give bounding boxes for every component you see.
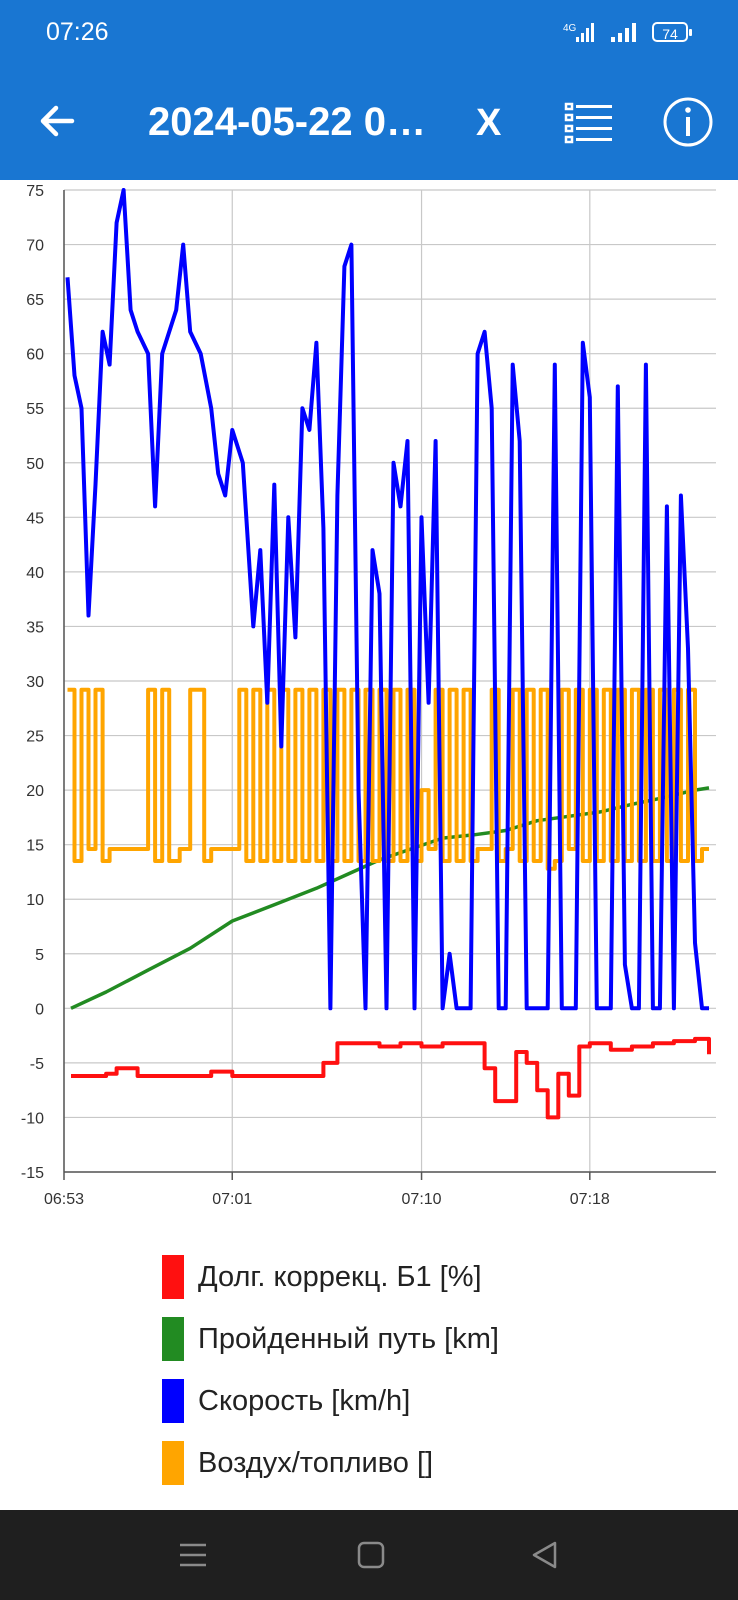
y-tick-label: 50: [26, 456, 44, 473]
y-tick-label: 15: [26, 838, 44, 855]
page-title: 2024-05-22 07:00: [148, 100, 426, 144]
x-tick-label: 07:01: [212, 1191, 252, 1208]
x-tick-label: 07:18: [570, 1191, 610, 1208]
y-tick-label: 55: [26, 401, 44, 418]
legend-label: Долг. коррекц. Б1 [%]: [198, 1260, 482, 1293]
y-tick-label: 25: [26, 729, 44, 746]
x-tick-label: 07:10: [402, 1191, 442, 1208]
list-icon[interactable]: [564, 100, 614, 144]
legend-item: Долг. коррекц. Б1 [%]: [162, 1246, 499, 1308]
legend-item: Пройденный путь [km]: [162, 1308, 499, 1370]
y-tick-label: 75: [26, 183, 44, 200]
y-tick-label: 40: [26, 565, 44, 582]
x-tick-label: 06:53: [44, 1191, 84, 1208]
arrow-left-icon[interactable]: [36, 100, 78, 142]
y-tick-label: 0: [35, 1001, 44, 1018]
info-icon[interactable]: [662, 96, 714, 148]
status-bar: 07:26 4G 74: [0, 0, 738, 66]
series-line: [65, 188, 709, 1011]
y-tick-label: 10: [26, 892, 44, 909]
y-tick-label: 65: [26, 292, 44, 309]
y-tick-label: 60: [26, 347, 44, 364]
home-square-icon[interactable]: [356, 1540, 386, 1570]
signal-bars-icon: [611, 23, 636, 42]
legend-label: Воздух/топливо []: [198, 1446, 434, 1479]
legend-swatch: [162, 1255, 184, 1299]
legend-label: Скорость [km/h]: [198, 1384, 411, 1417]
close-button[interactable]: X: [476, 102, 502, 144]
back-triangle-icon[interactable]: [530, 1540, 560, 1570]
battery-icon: 74: [652, 22, 692, 42]
signal-4g-icon: 4G: [563, 23, 594, 42]
line-chart: -15 -10 -5 0 5 10 15 20 25 30 35 40 45 50 55 60 65 70 75 06…: [21, 183, 716, 1208]
y-tick-label: 30: [26, 674, 44, 691]
y-tick-label: -15: [21, 1165, 44, 1182]
system-nav-bar: [0, 1510, 738, 1600]
y-tick-label: 5: [35, 947, 44, 964]
legend-swatch: [162, 1379, 184, 1423]
network-type: 4G: [563, 23, 577, 34]
legend-item: Воздух/топливо []: [162, 1432, 499, 1494]
legend-swatch: [162, 1441, 184, 1485]
menu-icon[interactable]: [178, 1540, 208, 1570]
y-tick-label: 70: [26, 238, 44, 255]
y-tick-label: 35: [26, 619, 44, 636]
y-tick-label: -5: [30, 1056, 44, 1073]
legend-swatch: [162, 1317, 184, 1361]
y-tick-label: 45: [26, 510, 44, 527]
app-bar: 2024-05-22 07:00 X: [0, 66, 738, 180]
y-tick-label: -10: [21, 1110, 44, 1127]
y-tick-label: 20: [26, 783, 44, 800]
chart-legend: Долг. коррекц. Б1 [%] Пройденный путь [km…: [162, 1246, 499, 1494]
series-line: [67, 687, 709, 871]
legend-item: Скорость [km/h]: [162, 1370, 499, 1432]
status-time: 07:26: [46, 18, 109, 46]
legend-label: Пройденный путь [km]: [198, 1322, 499, 1355]
series-line: [71, 1036, 711, 1120]
